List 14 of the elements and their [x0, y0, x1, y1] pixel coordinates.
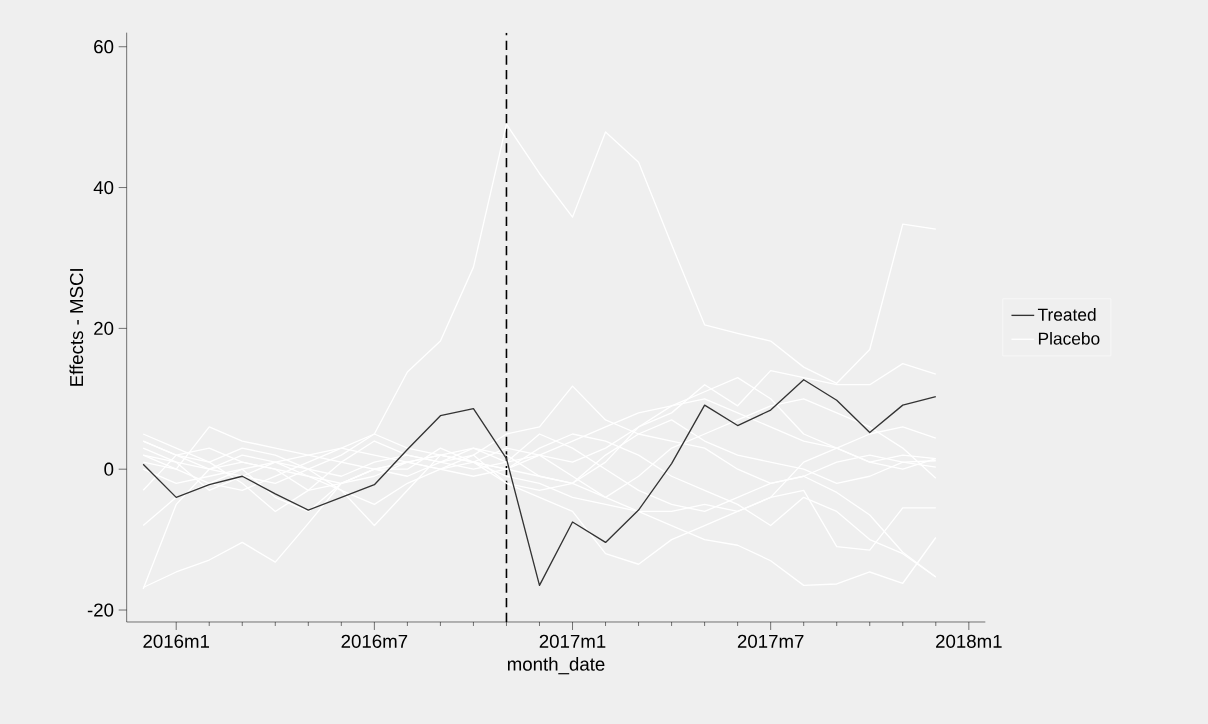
legend-label: Placebo: [1038, 331, 1100, 345]
x-tick-label: 2016m7: [341, 634, 408, 648]
y-tick-label: -20: [87, 603, 114, 617]
x-tick-label: 2016m1: [143, 634, 210, 648]
y-tick-label: 20: [94, 321, 114, 335]
y-tick-label: 40: [93, 180, 114, 195]
x-tick-label: 2017m1: [539, 634, 606, 648]
legend-label: Treated: [1037, 308, 1096, 321]
x-axis-title: month_date: [507, 657, 605, 675]
y-tick-label: 60: [94, 40, 114, 54]
y-tick-label: 0: [104, 462, 114, 476]
x-tick-label: 2017m7: [737, 634, 804, 648]
y-axis-title: Effects - MSCI: [69, 269, 84, 386]
x-tick-label: 2018m1: [936, 634, 1002, 648]
